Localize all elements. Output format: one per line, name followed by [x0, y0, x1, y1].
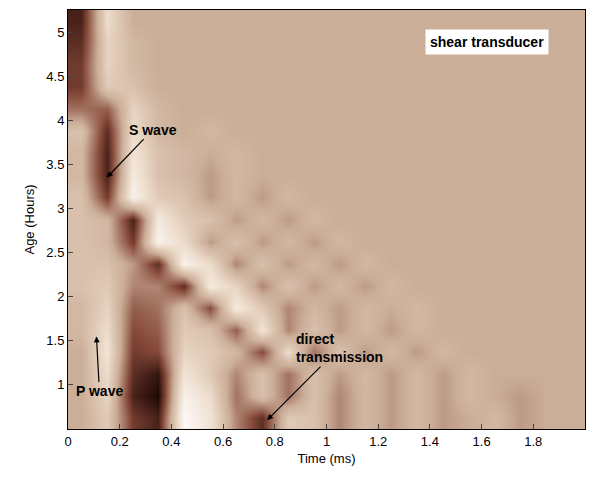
svg-text:3: 3 — [57, 201, 64, 216]
svg-text:0.4: 0.4 — [162, 434, 180, 449]
svg-text:1: 1 — [323, 434, 330, 449]
svg-text:P wave: P wave — [76, 383, 123, 399]
svg-text:1.4: 1.4 — [421, 434, 439, 449]
svg-text:shear transducer: shear transducer — [430, 34, 544, 50]
svg-text:Time (ms): Time (ms) — [297, 451, 355, 466]
svg-text:0: 0 — [64, 434, 71, 449]
svg-text:1.2: 1.2 — [369, 434, 387, 449]
svg-text:0.2: 0.2 — [111, 434, 129, 449]
svg-text:1.5: 1.5 — [46, 333, 64, 348]
svg-text:0.8: 0.8 — [266, 434, 284, 449]
svg-text:Age (Hours): Age (Hours) — [22, 184, 37, 254]
svg-text:5: 5 — [57, 25, 64, 40]
svg-text:1: 1 — [57, 377, 64, 392]
svg-text:1.8: 1.8 — [524, 434, 542, 449]
svg-text:S wave: S wave — [129, 122, 177, 138]
svg-text:4: 4 — [57, 113, 64, 128]
svg-text:3.5: 3.5 — [46, 157, 64, 172]
svg-text:1.6: 1.6 — [473, 434, 491, 449]
svg-text:4.5: 4.5 — [46, 69, 64, 84]
svg-text:2.5: 2.5 — [46, 245, 64, 260]
svg-text:2: 2 — [57, 289, 64, 304]
svg-text:directtransmission: directtransmission — [296, 331, 383, 365]
svg-text:0.6: 0.6 — [214, 434, 232, 449]
